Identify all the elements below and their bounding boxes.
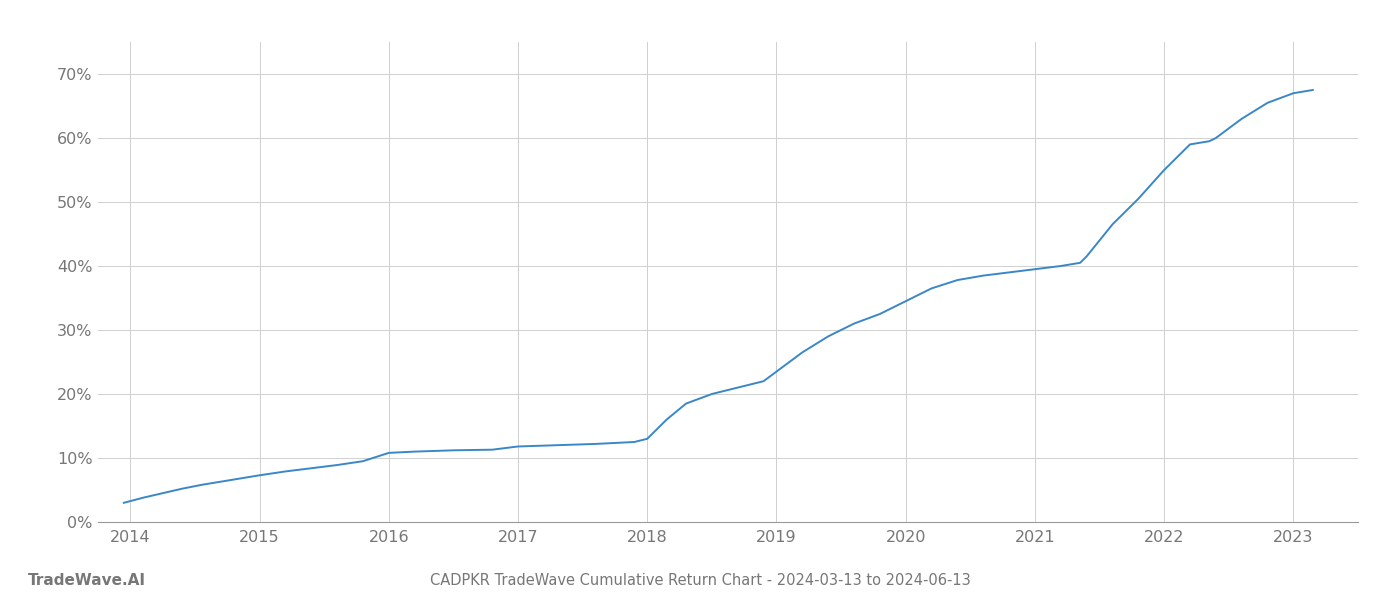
Text: TradeWave.AI: TradeWave.AI <box>28 573 146 588</box>
Text: CADPKR TradeWave Cumulative Return Chart - 2024-03-13 to 2024-06-13: CADPKR TradeWave Cumulative Return Chart… <box>430 573 970 588</box>
